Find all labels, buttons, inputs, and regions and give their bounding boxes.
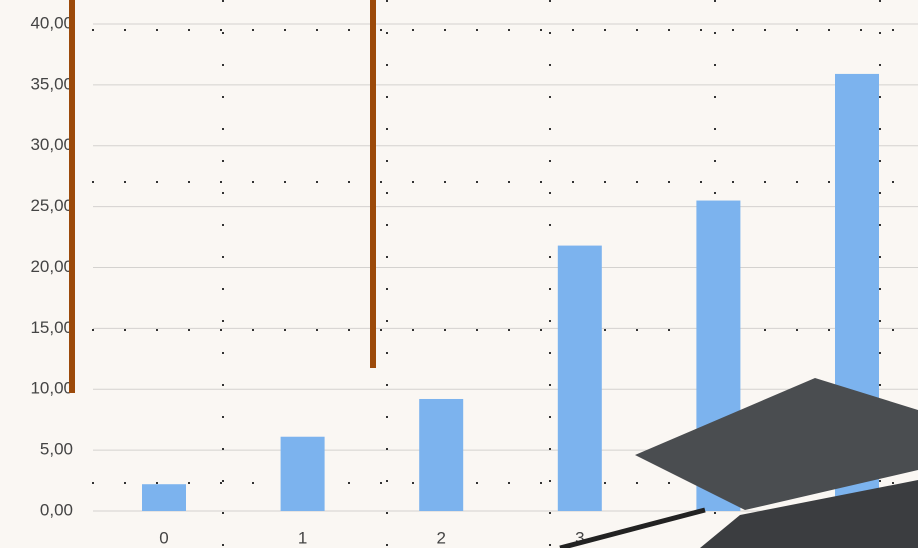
y-tick-label: 20,00 [30,257,73,276]
x-tick-label: 1 [298,528,307,547]
cap-base [700,480,918,548]
y-tick-label: 10,00 [30,379,73,398]
x-tick-label: 0 [159,528,168,547]
bar [142,484,186,511]
bar [419,398,464,511]
graduation-cap [559,378,918,548]
cap-tassel [559,507,706,548]
cap-board [635,378,918,510]
y-tick-label: 35,00 [30,74,73,93]
y-tick-label: 0,00 [40,500,73,519]
x-tick-label: 3 [575,528,584,547]
decor [69,0,918,548]
bar [280,436,325,511]
y-tick-label: 30,00 [30,135,73,154]
y-tick-label: 25,00 [30,196,73,215]
y-tick-label: 40,00 [30,13,73,32]
y-tick-label: 15,00 [30,318,73,337]
y-tick-label: 5,00 [40,440,73,459]
bar [557,245,602,511]
x-tick-label: 2 [436,528,445,547]
